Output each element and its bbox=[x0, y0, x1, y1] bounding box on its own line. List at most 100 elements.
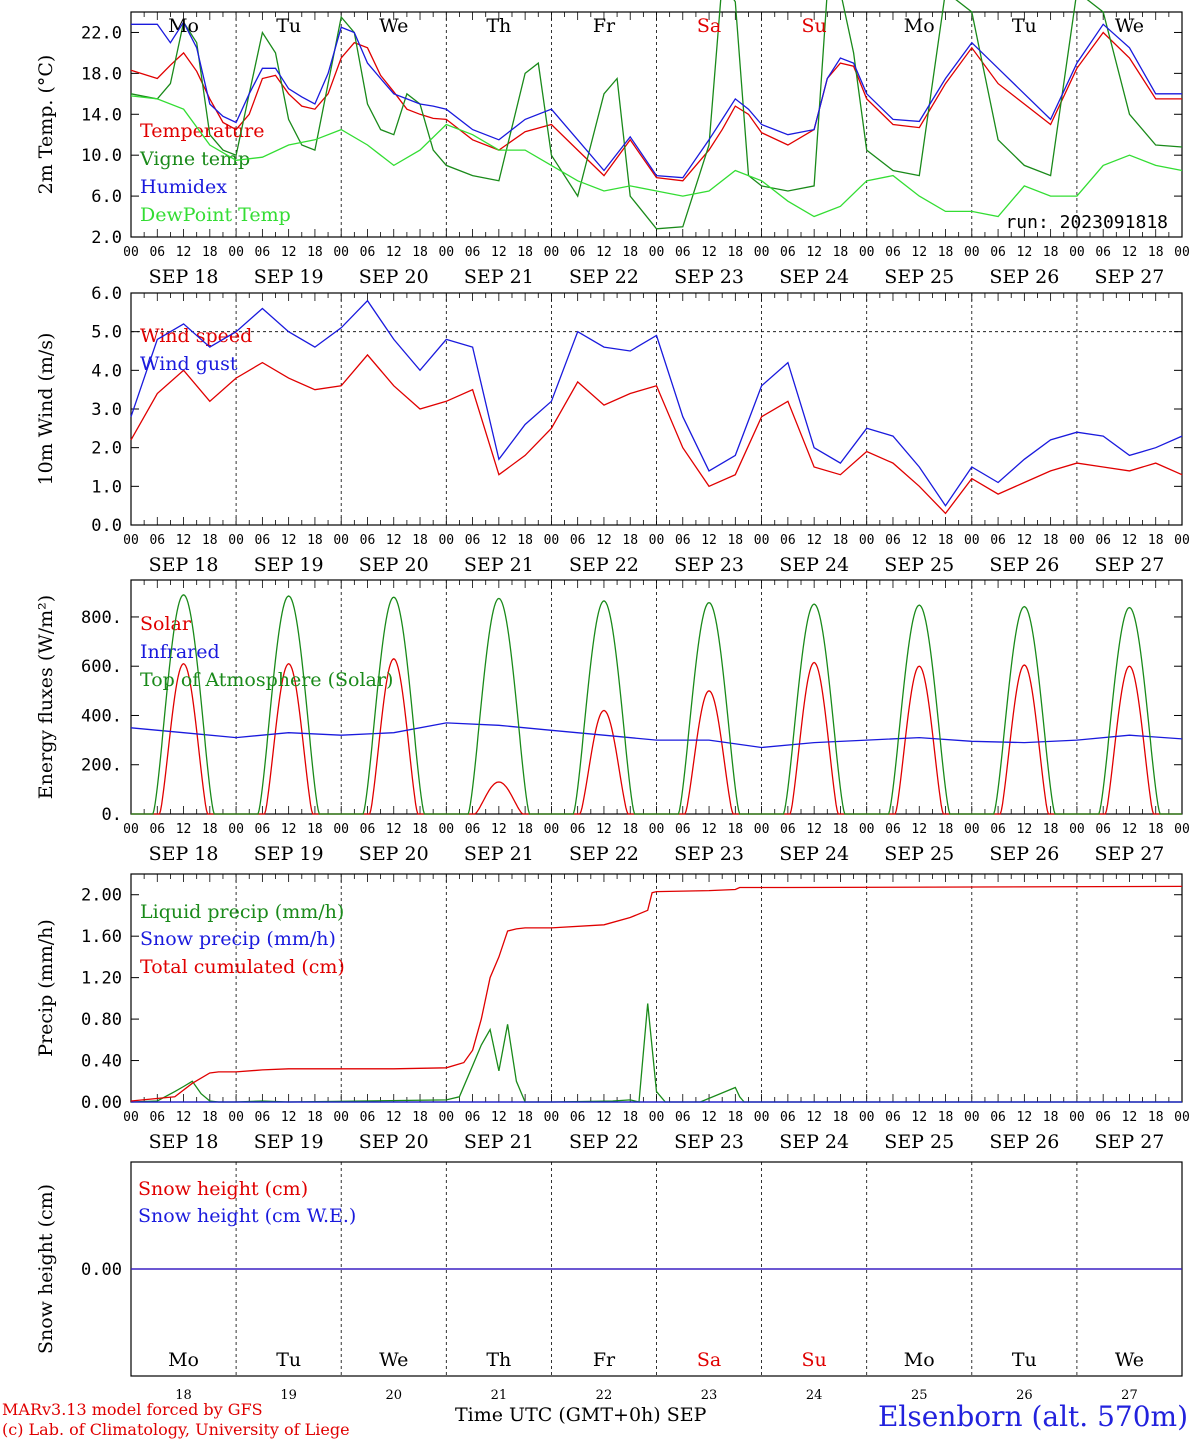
hour-tick-label: 18 bbox=[727, 245, 743, 260]
hour-tick-label: 12 bbox=[701, 533, 717, 548]
hour-tick-label: 00 bbox=[438, 533, 454, 548]
date-label: SEP 27 bbox=[1095, 843, 1165, 865]
date-label: SEP 23 bbox=[674, 266, 744, 288]
date-label: SEP 23 bbox=[674, 554, 744, 576]
hour-tick-label: 00 bbox=[438, 1110, 454, 1125]
weekday-label: Tu bbox=[276, 15, 301, 37]
hour-tick-label: 00 bbox=[859, 533, 875, 548]
hour-tick-label: 12 bbox=[386, 245, 402, 260]
day-number-label: 26 bbox=[1016, 1388, 1033, 1403]
hour-tick-label: 00 bbox=[964, 822, 980, 837]
date-label: SEP 21 bbox=[464, 266, 534, 288]
hour-tick-label: 00 bbox=[754, 245, 770, 260]
legend-entry: Top of Atmosphere (Solar) bbox=[140, 669, 393, 691]
hour-tick-label: 12 bbox=[911, 822, 927, 837]
hour-tick-label: 06 bbox=[1095, 533, 1111, 548]
legend-entry: Total cumulated (cm) bbox=[140, 956, 345, 978]
hour-tick-label: 18 bbox=[1043, 1110, 1059, 1125]
hour-tick-label: 18 bbox=[1148, 1110, 1164, 1125]
y-tick-label: 800. bbox=[81, 608, 122, 628]
y-tick-label: 0.0 bbox=[91, 516, 122, 536]
hour-tick-label: 00 bbox=[228, 822, 244, 837]
hour-tick-label: 06 bbox=[885, 1110, 901, 1125]
hour-tick-label: 12 bbox=[701, 1110, 717, 1125]
date-label: SEP 26 bbox=[989, 266, 1059, 288]
hour-tick-label: 06 bbox=[780, 1110, 796, 1125]
hour-tick-label: 18 bbox=[517, 1110, 533, 1125]
y-tick-label: 4.0 bbox=[91, 361, 122, 381]
hour-tick-label: 06 bbox=[360, 822, 376, 837]
weekday-label: Tu bbox=[1012, 15, 1037, 37]
hour-tick-label: 12 bbox=[386, 822, 402, 837]
series-line-total-cumulated-cm- bbox=[130, 885, 1183, 1102]
hour-tick-label: 06 bbox=[465, 1110, 481, 1125]
y-tick-label: 0.00 bbox=[81, 1093, 122, 1113]
hour-tick-label: 00 bbox=[1069, 822, 1085, 837]
y-axis-label: 2m Temp. (°C) bbox=[35, 55, 57, 195]
series-line-dewpoint-temp bbox=[130, 95, 1183, 218]
hour-tick-label: 06 bbox=[360, 1110, 376, 1125]
hour-tick-label: 18 bbox=[1148, 245, 1164, 260]
hour-tick-label: 06 bbox=[465, 533, 481, 548]
legend-entry: Temperature bbox=[140, 120, 264, 142]
y-tick-label: 0.40 bbox=[81, 1052, 122, 1072]
hour-tick-label: 12 bbox=[701, 245, 717, 260]
hour-tick-label: 06 bbox=[885, 822, 901, 837]
hour-tick-label: 18 bbox=[1148, 533, 1164, 548]
day-number-label: 22 bbox=[596, 1388, 613, 1403]
hour-tick-label: 18 bbox=[938, 1110, 954, 1125]
date-label: SEP 18 bbox=[149, 843, 219, 865]
hour-tick-label: 12 bbox=[1122, 822, 1138, 837]
day-number-label: 20 bbox=[385, 1388, 402, 1403]
legend-entry: Liquid precip (mm/h) bbox=[140, 901, 344, 923]
y-tick-label: 400. bbox=[81, 706, 122, 726]
y-tick-label: 200. bbox=[81, 756, 122, 776]
hour-tick-label: 00 bbox=[438, 245, 454, 260]
hour-tick-label: 18 bbox=[1148, 822, 1164, 837]
hour-tick-label: 12 bbox=[1017, 822, 1033, 837]
hour-tick-label: 06 bbox=[780, 533, 796, 548]
hour-tick-label: 00 bbox=[228, 533, 244, 548]
legend-entry: DewPoint Temp bbox=[140, 204, 291, 226]
station-label: Elsenborn (alt. 570m) bbox=[877, 1400, 1188, 1433]
hour-tick-label: 18 bbox=[307, 533, 323, 548]
hour-tick-label: 06 bbox=[465, 245, 481, 260]
date-label: SEP 22 bbox=[569, 843, 639, 865]
hour-tick-label: 06 bbox=[360, 533, 376, 548]
hour-tick-label: 12 bbox=[176, 533, 192, 548]
hour-tick-label: 18 bbox=[307, 1110, 323, 1125]
hour-tick-label: 06 bbox=[780, 245, 796, 260]
y-tick-label: 1.60 bbox=[81, 927, 122, 947]
date-label: SEP 23 bbox=[674, 1131, 744, 1153]
weekday-label: Mo bbox=[168, 15, 199, 37]
hour-tick-label: 00 bbox=[1174, 533, 1190, 548]
y-tick-label: 10.0 bbox=[81, 146, 122, 166]
hour-tick-label: 18 bbox=[833, 245, 849, 260]
hour-tick-label: 06 bbox=[1095, 245, 1111, 260]
hour-tick-label: 12 bbox=[806, 533, 822, 548]
y-axis-label: Energy fluxes (W/m²) bbox=[35, 595, 57, 799]
hour-tick-label: 00 bbox=[964, 245, 980, 260]
series-line-infrared bbox=[130, 722, 1183, 749]
hour-tick-label: 06 bbox=[675, 822, 691, 837]
hour-tick-label: 06 bbox=[675, 1110, 691, 1125]
hour-tick-label: 12 bbox=[1122, 245, 1138, 260]
time-axis-text: Time UTC (GMT+0h) bbox=[455, 1404, 661, 1426]
weekday-label: Su bbox=[802, 15, 827, 37]
hour-tick-label: 00 bbox=[1069, 1110, 1085, 1125]
hour-tick-label: 06 bbox=[570, 533, 586, 548]
hour-tick-label: 18 bbox=[412, 245, 428, 260]
hour-tick-label: 12 bbox=[596, 822, 612, 837]
legend-entry: Humidex bbox=[140, 176, 227, 198]
hour-tick-label: 18 bbox=[622, 822, 638, 837]
legend-entry: Snow height (cm) bbox=[138, 1178, 308, 1200]
date-label: SEP 19 bbox=[254, 1131, 324, 1153]
hour-tick-label: 18 bbox=[622, 533, 638, 548]
hour-tick-label: 12 bbox=[596, 245, 612, 260]
hour-tick-label: 00 bbox=[333, 1110, 349, 1125]
hour-tick-label: 12 bbox=[491, 245, 507, 260]
date-label: SEP 18 bbox=[149, 266, 219, 288]
date-label: SEP 24 bbox=[779, 843, 849, 865]
series-line-wind-gust bbox=[130, 299, 1183, 507]
hour-tick-label: 12 bbox=[491, 822, 507, 837]
